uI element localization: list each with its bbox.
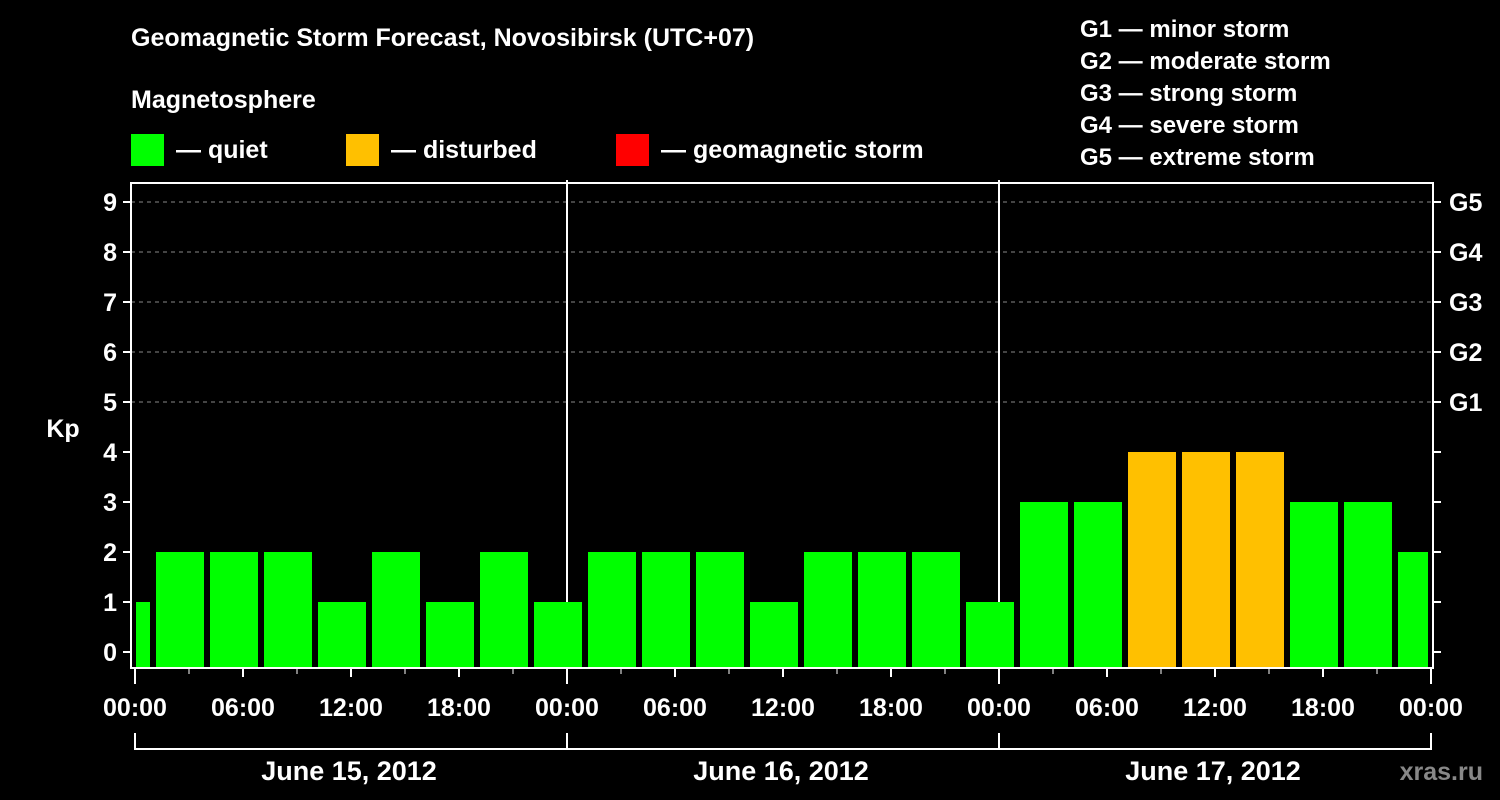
g-level-label: G5 xyxy=(1449,189,1482,217)
kp-bar xyxy=(426,602,474,667)
legend-item-storm: — geomagnetic storm xyxy=(616,134,924,166)
chart-title: Geomagnetic Storm Forecast, Novosibirsk … xyxy=(131,24,755,52)
kp-bar xyxy=(966,602,1014,667)
kp-bar xyxy=(480,552,528,667)
x-tick-label: 00:00 xyxy=(967,694,1031,722)
kp-bar xyxy=(136,602,150,667)
kp-bar xyxy=(1020,502,1068,667)
y-tick-label: 6 xyxy=(103,339,117,367)
x-tick-label: 06:00 xyxy=(643,694,707,722)
x-tick-label: 18:00 xyxy=(427,694,491,722)
g-scale-item: G5 — extreme storm xyxy=(1080,144,1315,171)
kp-bar xyxy=(696,552,744,667)
g-scale-legend: G1 — minor storm G2 — moderate storm G3 … xyxy=(1080,14,1331,174)
y-tick-label: 0 xyxy=(103,639,117,667)
g-level-label: G4 xyxy=(1449,239,1482,267)
kp-bar xyxy=(1182,452,1230,667)
y-tick-label: 8 xyxy=(103,239,117,267)
y-tick-label: 2 xyxy=(103,539,117,567)
watermark: xras.ru xyxy=(1400,758,1483,786)
kp-bar xyxy=(264,552,312,667)
kp-bar xyxy=(318,602,366,667)
kp-bar xyxy=(642,552,690,667)
legend-label: — geomagnetic storm xyxy=(661,135,924,164)
kp-bar xyxy=(1398,552,1428,667)
legend-label: — quiet xyxy=(176,135,268,164)
x-tick-label: 00:00 xyxy=(1399,694,1463,722)
storm-swatch xyxy=(616,134,649,166)
g-scale-item: G1 — minor storm xyxy=(1080,16,1290,43)
g-scale-item: G4 — severe storm xyxy=(1080,112,1299,139)
legend-item-quiet: — quiet xyxy=(131,134,268,166)
x-tick-label: 00:00 xyxy=(535,694,599,722)
kp-bar xyxy=(912,552,960,667)
kp-bar xyxy=(588,552,636,667)
y-tick-label: 4 xyxy=(103,439,117,467)
kp-bar xyxy=(534,602,582,667)
kp-bar xyxy=(1344,502,1392,667)
y-tick-label: 9 xyxy=(103,189,117,217)
g-level-label: G3 xyxy=(1449,289,1482,317)
day-label: June 17, 2012 xyxy=(1125,756,1301,786)
kp-bar xyxy=(156,552,204,667)
y-tick-label: 7 xyxy=(103,289,117,317)
x-tick-label: 00:00 xyxy=(103,694,167,722)
legend-label: — disturbed xyxy=(391,135,537,164)
kp-bar xyxy=(1074,502,1122,667)
kp-bar xyxy=(1128,452,1176,667)
y-tick-label: 5 xyxy=(103,389,117,417)
x-tick-label: 12:00 xyxy=(319,694,383,722)
kp-bar xyxy=(858,552,906,667)
day-label: June 15, 2012 xyxy=(261,756,437,786)
kp-bar xyxy=(210,552,258,667)
g-level-label: G1 xyxy=(1449,389,1482,417)
disturbed-swatch xyxy=(346,134,379,166)
x-tick-label: 12:00 xyxy=(751,694,815,722)
x-tick-label: 06:00 xyxy=(1075,694,1139,722)
x-tick-label: 06:00 xyxy=(211,694,275,722)
x-tick-label: 18:00 xyxy=(859,694,923,722)
kp-bar xyxy=(1236,452,1284,667)
y-tick-label: 1 xyxy=(103,589,117,617)
y-tick-label: 3 xyxy=(103,489,117,517)
bars xyxy=(136,452,1428,667)
legend-item-disturbed: — disturbed xyxy=(346,134,537,166)
legend-subtitle: Magnetosphere xyxy=(131,86,316,114)
quiet-swatch xyxy=(131,134,164,166)
kp-bar xyxy=(372,552,420,667)
g-scale-item: G3 — strong storm xyxy=(1080,80,1298,107)
kp-bar xyxy=(804,552,852,667)
x-tick-label: 18:00 xyxy=(1291,694,1355,722)
kp-bar xyxy=(1290,502,1338,667)
g-scale-item: G2 — moderate storm xyxy=(1080,48,1331,75)
day-label: June 16, 2012 xyxy=(693,756,869,786)
kp-bar xyxy=(750,602,798,667)
x-tick-label: 12:00 xyxy=(1183,694,1247,722)
y-axis-label: Kp xyxy=(46,415,79,443)
g-level-label: G2 xyxy=(1449,339,1482,367)
